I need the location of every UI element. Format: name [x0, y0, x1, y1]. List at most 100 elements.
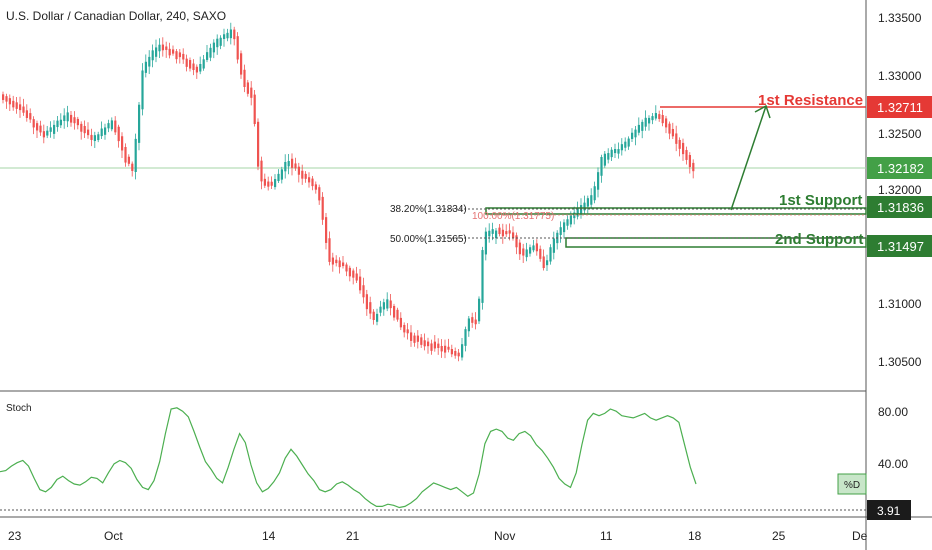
x-tick: Nov [494, 529, 515, 543]
candle-body [121, 136, 124, 151]
support2-price: 1.31497 [877, 239, 924, 254]
candle-body [457, 352, 460, 357]
candle-body [603, 153, 606, 166]
candle-body [535, 243, 538, 252]
candle-body [46, 130, 49, 136]
candle-body [620, 144, 623, 151]
candle-body [569, 215, 572, 225]
candle-body [682, 142, 685, 155]
candle-body [454, 350, 457, 356]
candle-body [631, 132, 634, 139]
candle-body [12, 100, 15, 108]
candle-body [134, 138, 137, 172]
candle-body [617, 149, 620, 154]
candle-body [634, 129, 637, 138]
candle-body [8, 98, 11, 105]
candle-body [29, 113, 32, 120]
candle-body [627, 138, 630, 147]
y-tick: 1.33500 [878, 11, 922, 25]
support1-band [485, 207, 867, 215]
candle-body [342, 262, 345, 267]
candle-body [430, 343, 433, 351]
candle-body [393, 305, 396, 318]
x-tick: 11 [600, 529, 613, 543]
candle-body [518, 242, 521, 255]
candle-body [498, 227, 501, 235]
candle-body [104, 127, 107, 135]
y-axis: 1.33500 1.33000 1.32500 1.32000 1.31000 … [878, 11, 922, 369]
pct-d-label: %D [844, 480, 860, 491]
candle-body [87, 129, 90, 136]
candle-body [161, 44, 164, 51]
candle-body [331, 257, 334, 265]
candle-body [614, 149, 617, 154]
current-price: 1.32182 [877, 161, 924, 176]
candle-body [56, 120, 59, 128]
candle-body [291, 158, 294, 168]
y-tick: 1.31000 [878, 297, 922, 311]
candle-body [39, 125, 42, 133]
candle-body [685, 150, 688, 160]
candle-body [311, 178, 314, 187]
support2-label: 2nd Support [775, 231, 863, 248]
candle-body [168, 48, 171, 56]
candle-body [413, 335, 416, 343]
candle-body [172, 49, 175, 54]
candle-body [314, 184, 317, 190]
x-tick: 14 [262, 529, 276, 543]
candle-body [90, 134, 93, 140]
candle-body [648, 117, 651, 124]
candle-body [15, 102, 18, 109]
stoch-label: Stoch [6, 403, 32, 414]
candle-body [202, 59, 205, 69]
candle-body [294, 163, 297, 169]
candle-body [542, 256, 545, 269]
fib-382-label: 38.20%(1.31834) [390, 204, 467, 215]
candle-body [53, 124, 56, 134]
candle-body [219, 37, 222, 46]
candle-body [141, 70, 144, 110]
candle-body [692, 162, 695, 172]
candle-body [335, 259, 338, 264]
candle-body [352, 270, 355, 278]
stoch-tick: 40.00 [878, 457, 908, 471]
chart-title: U.S. Dollar / Canadian Dollar, 240, SAXO [6, 9, 226, 23]
candle-body [501, 229, 504, 237]
candle-body [270, 181, 273, 186]
candle-body [131, 163, 134, 171]
candle-body [658, 114, 661, 119]
candle-body [525, 249, 528, 258]
candle-body [277, 173, 280, 182]
candle-body [447, 346, 450, 350]
candle-body [379, 306, 382, 313]
candle-body [195, 66, 198, 73]
candle-body [467, 318, 470, 332]
candle-body [675, 133, 678, 144]
support1-price: 1.31836 [877, 200, 924, 215]
candle-body [66, 112, 69, 122]
candle-body [32, 119, 35, 128]
candle-body [365, 294, 368, 310]
candle-body [440, 345, 443, 352]
candle-body [73, 117, 76, 124]
candle-body [240, 53, 243, 75]
resistance-price: 1.32711 [877, 100, 923, 115]
candle-body [304, 173, 307, 179]
candle-body [671, 128, 674, 137]
candle-body [158, 44, 161, 52]
x-tick: Oct [104, 529, 123, 543]
candle-body [450, 349, 453, 355]
candle-body [206, 52, 209, 60]
candle-body [284, 161, 287, 172]
candle-body [267, 181, 270, 187]
candle-body [212, 42, 215, 53]
candle-body [328, 238, 331, 262]
candle-body [586, 198, 589, 207]
x-tick: 21 [346, 529, 360, 543]
candle-body [461, 344, 464, 358]
candle-body [236, 36, 239, 60]
candle-body [403, 324, 406, 333]
candle-body [110, 120, 113, 130]
candle-body [233, 29, 236, 40]
